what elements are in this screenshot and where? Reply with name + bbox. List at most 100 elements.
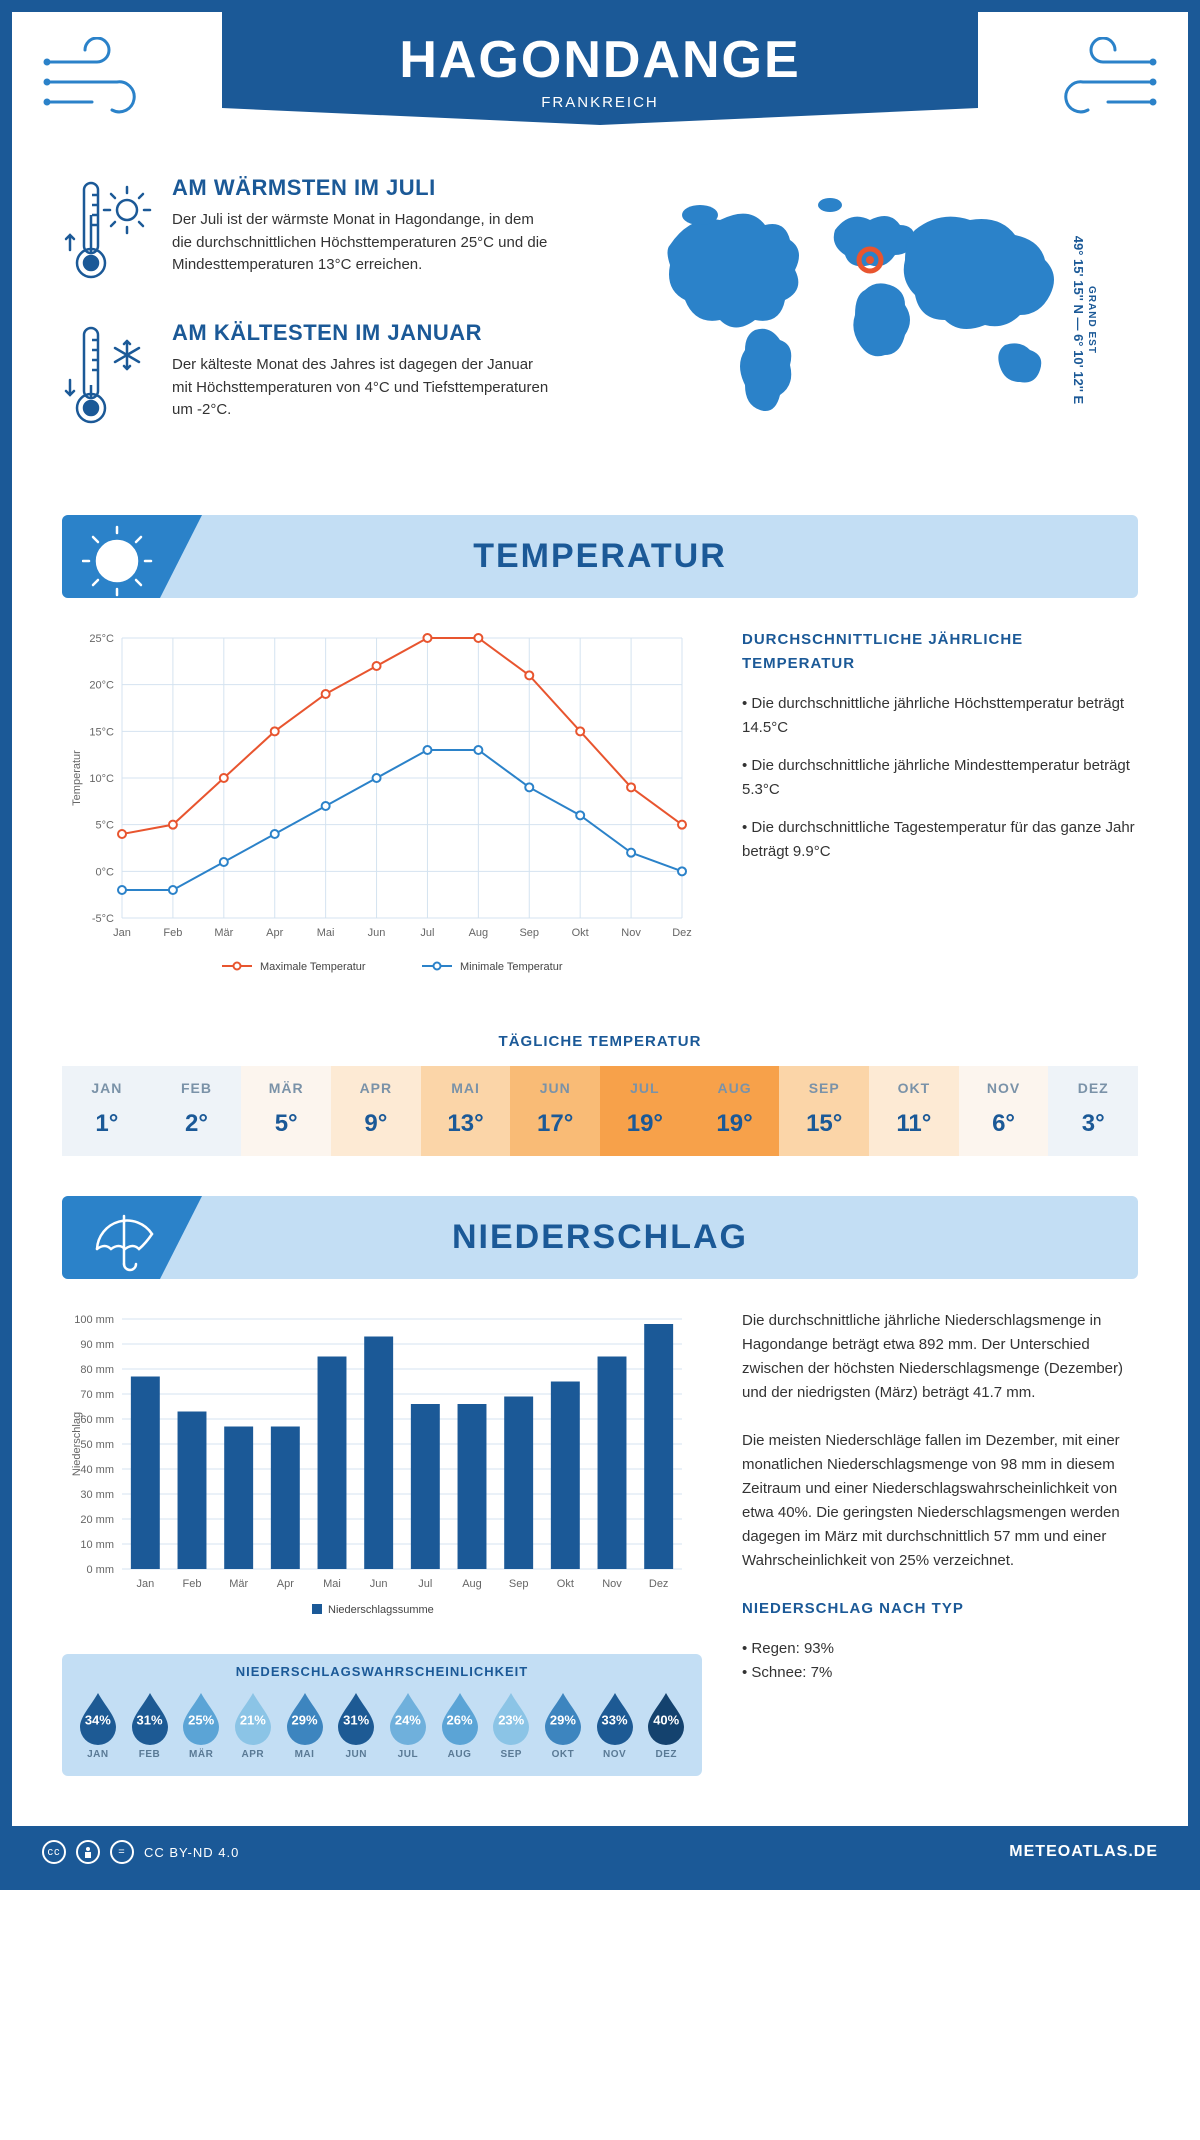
coldest-title: AM KÄLTESTEN IM JANUAR [172,320,552,346]
svg-text:Aug: Aug [462,1578,482,1590]
footer: cc = CC BY-ND 4.0 METEOATLAS.DE [12,1826,1188,1878]
daily-temp-cell: JUL19° [600,1066,690,1156]
daily-temp-cell: JAN1° [62,1066,152,1156]
svg-text:Sep: Sep [509,1578,529,1590]
probability-drop: 23% SEP [487,1689,535,1760]
svg-text:25°C: 25°C [89,633,114,645]
precip-paragraph: Die durchschnittliche jährliche Niedersc… [742,1309,1138,1405]
precip-side-text: Die durchschnittliche jährliche Niedersc… [742,1309,1138,1776]
daily-temp-cell: FEB2° [152,1066,242,1156]
svg-text:Mär: Mär [214,927,233,939]
svg-text:Jan: Jan [136,1578,154,1590]
probability-drop: 24% JUL [384,1689,432,1760]
svg-text:Aug: Aug [469,927,489,939]
coldest-block: AM KÄLTESTEN IM JANUAR Der kälteste Mona… [62,320,610,435]
precip-probability-box: NIEDERSCHLAGSWAHRSCHEINLICHKEIT 34% JAN … [62,1654,702,1776]
wind-deco-icon [42,37,172,132]
svg-text:Feb: Feb [163,927,182,939]
precip-type-item: • Regen: 93% [742,1637,1138,1661]
svg-text:Jul: Jul [418,1578,432,1590]
thermometer-snow-icon [62,320,152,435]
svg-text:90 mm: 90 mm [80,1339,114,1351]
license-text: CC BY-ND 4.0 [144,1845,239,1860]
umbrella-corner-icon [62,1196,202,1279]
probability-drop: 25% MÄR [177,1689,225,1760]
warmest-body: Der Juli ist der wärmste Monat in Hagond… [172,209,552,277]
temperature-side-text: DURCHSCHNITTLICHE JÄHRLICHE TEMPERATUR •… [742,628,1138,993]
precip-paragraph: Die meisten Niederschläge fallen im Deze… [742,1429,1138,1573]
temperature-title: TEMPERATUR [62,537,1138,576]
svg-text:Temperatur: Temperatur [71,750,83,806]
temp-side-title: DURCHSCHNITTLICHE JÄHRLICHE TEMPERATUR [742,628,1138,676]
svg-text:5°C: 5°C [96,820,115,832]
daily-temp-cell: MÄR5° [241,1066,331,1156]
footer-site: METEOATLAS.DE [1009,1843,1158,1861]
svg-text:Nov: Nov [621,927,641,939]
probability-drop: 29% OKT [539,1689,587,1760]
coordinates: GRAND EST 49° 15' 15'' N — 6° 10' 12'' E [1071,236,1097,404]
daily-temp-cell: NOV6° [959,1066,1049,1156]
svg-text:Jun: Jun [370,1578,388,1590]
precip-title: NIEDERSCHLAG [62,1218,1138,1257]
intro-section: AM WÄRMSTEN IM JULI Der Juli ist der wär… [12,155,1188,495]
svg-text:Mai: Mai [317,927,335,939]
daily-temp-cell: DEZ3° [1048,1066,1138,1156]
prob-title: NIEDERSCHLAGSWAHRSCHEINLICHKEIT [74,1664,690,1679]
svg-text:Okt: Okt [572,927,589,939]
svg-text:Niederschlag: Niederschlag [71,1412,83,1476]
daily-temp-title: TÄGLICHE TEMPERATUR [12,1033,1188,1050]
by-icon [76,1840,100,1864]
svg-text:10 mm: 10 mm [80,1539,114,1551]
probability-drop: 33% NOV [591,1689,639,1760]
sun-corner-icon [62,515,202,598]
page-title: HAGONDANGE [222,30,978,90]
svg-text:Okt: Okt [557,1578,574,1590]
temp-bullet: • Die durchschnittliche jährliche Mindes… [742,754,1138,802]
probability-drop: 31% FEB [126,1689,174,1760]
probability-drop: 29% MAI [281,1689,329,1760]
svg-text:15°C: 15°C [89,726,114,738]
svg-text:Jan: Jan [113,927,131,939]
daily-temp-cell: AUG19° [690,1066,780,1156]
probability-drop: 26% AUG [436,1689,484,1760]
svg-text:0 mm: 0 mm [87,1564,115,1576]
svg-text:Maximale Temperatur: Maximale Temperatur [260,961,366,973]
svg-text:80 mm: 80 mm [80,1364,114,1376]
probability-drop: 40% DEZ [642,1689,690,1760]
svg-text:0°C: 0°C [96,866,115,878]
svg-text:Jul: Jul [420,927,434,939]
svg-text:60 mm: 60 mm [80,1414,114,1426]
svg-text:Minimale Temperatur: Minimale Temperatur [460,961,563,973]
svg-text:100 mm: 100 mm [74,1314,114,1326]
svg-text:Dez: Dez [649,1578,669,1590]
svg-text:Niederschlagssumme: Niederschlagssumme [328,1604,434,1616]
svg-text:Mai: Mai [323,1578,341,1590]
header-banner: HAGONDANGE FRANKREICH [222,12,978,125]
probability-drop: 21% APR [229,1689,277,1760]
probability-drops: 34% JAN 31% FEB 25% MÄR 21% [74,1689,690,1760]
warmest-block: AM WÄRMSTEN IM JULI Der Juli ist der wär… [62,175,610,290]
svg-text:10°C: 10°C [89,773,114,785]
precip-chart-row: 0 mm10 mm20 mm30 mm40 mm50 mm60 mm70 mm8… [12,1309,1188,1796]
svg-text:Apr: Apr [277,1578,294,1590]
page-subtitle: FRANKREICH [222,94,978,111]
svg-text:30 mm: 30 mm [80,1489,114,1501]
daily-temp-grid: JAN1°FEB2°MÄR5°APR9°MAI13°JUN17°JUL19°AU… [62,1066,1138,1156]
daily-temp-cell: OKT11° [869,1066,959,1156]
svg-text:Jun: Jun [368,927,386,939]
svg-text:50 mm: 50 mm [80,1439,114,1451]
temp-bullet: • Die durchschnittliche Tagestemperatur … [742,816,1138,864]
svg-text:Mär: Mär [229,1578,248,1590]
svg-text:70 mm: 70 mm [80,1389,114,1401]
svg-text:Nov: Nov [602,1578,622,1590]
wind-deco-icon [1028,37,1158,132]
daily-temp-cell: JUN17° [510,1066,600,1156]
daily-temp-cell: SEP15° [779,1066,869,1156]
precip-type-title: NIEDERSCHLAG NACH TYP [742,1597,1138,1621]
temp-bullet: • Die durchschnittliche jährliche Höchst… [742,692,1138,740]
cc-icon: cc [42,1840,66,1864]
footer-license: cc = CC BY-ND 4.0 [42,1840,239,1864]
svg-text:20°C: 20°C [89,680,114,692]
svg-text:20 mm: 20 mm [80,1514,114,1526]
precip-bar-chart: 0 mm10 mm20 mm30 mm40 mm50 mm60 mm70 mm8… [62,1309,702,1776]
